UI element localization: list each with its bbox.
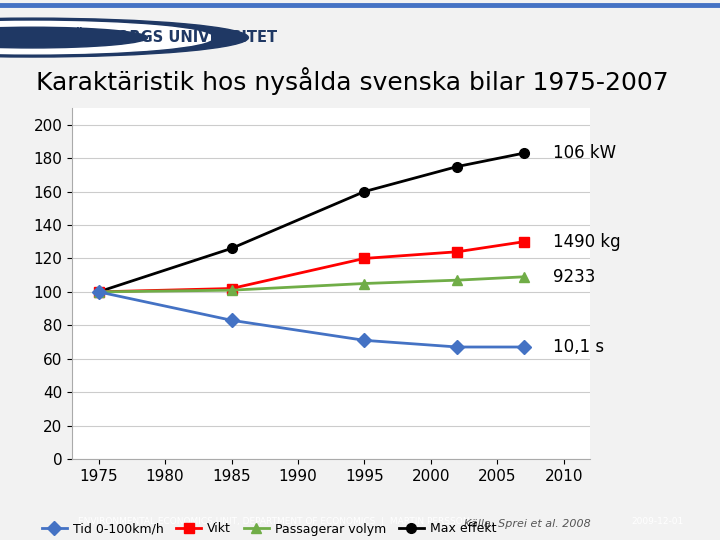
Text: Karaktäristik hos nysålda svenska bilar 1975-2007: Karaktäristik hos nysålda svenska bilar … — [36, 68, 669, 96]
Text: GÖTEBORGS UNIVERSITET: GÖTEBORGS UNIVERSITET — [61, 30, 277, 45]
Circle shape — [0, 22, 212, 54]
Text: 1490 kg: 1490 kg — [553, 233, 621, 251]
Text: 2009-12-01: 2009-12-01 — [631, 517, 684, 525]
Circle shape — [0, 27, 148, 48]
Text: 10,1 s: 10,1 s — [553, 338, 604, 356]
Text: ENVIRONMENTAL ECONOMICS UNIT, DEPARTMENT OF ECONOMICS  |  MARTIN PERSSON: ENVIRONMENTAL ECONOMICS UNIT, DEPARTMENT… — [78, 517, 469, 525]
Text: Källa: Sprei et al. 2008: Källa: Sprei et al. 2008 — [464, 519, 590, 529]
Text: 9233: 9233 — [553, 268, 595, 286]
Circle shape — [0, 18, 248, 57]
Text: 106 kW: 106 kW — [553, 144, 616, 162]
Legend: Tid 0-100km/h, Vikt, Passagerar volym, Max effekt: Tid 0-100km/h, Vikt, Passagerar volym, M… — [37, 517, 501, 540]
